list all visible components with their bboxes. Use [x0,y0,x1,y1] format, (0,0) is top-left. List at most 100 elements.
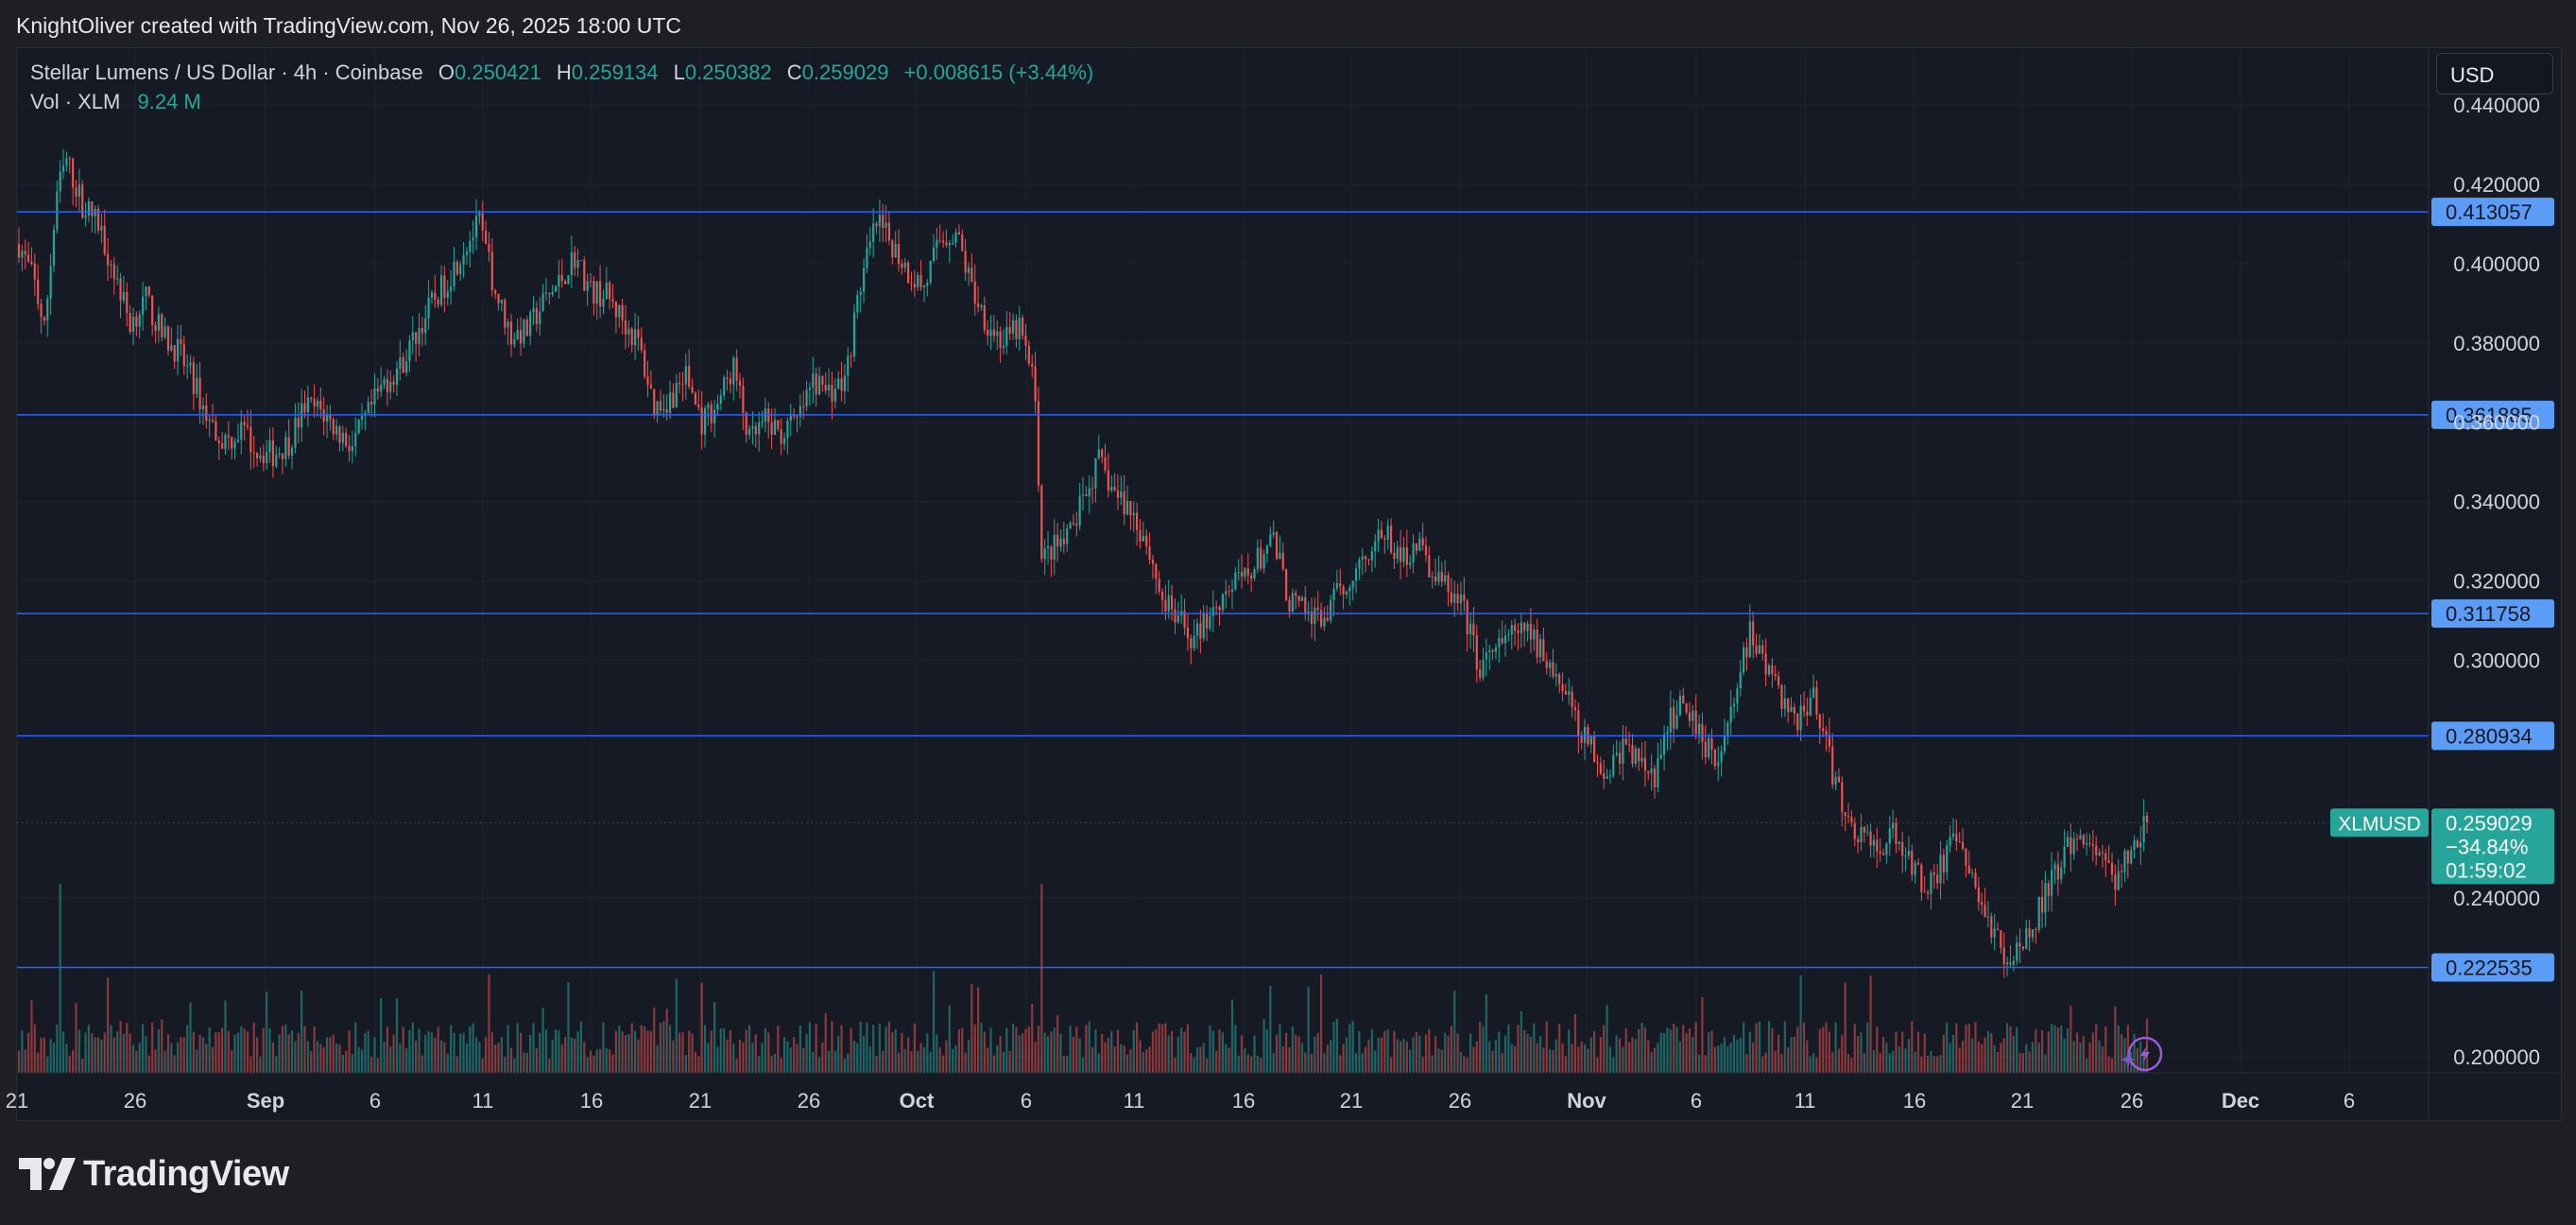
volume-bar [1866,1022,1869,1073]
volume-bar [1335,1018,1338,1073]
volume-bar [1701,997,1704,1073]
candle-body [1225,591,1228,595]
candle-body [1923,891,1926,893]
volume-bar [1230,999,1234,1073]
volume-bar [1986,1030,1990,1073]
volume-bar [1459,1052,1463,1073]
candle-body [592,281,595,304]
candle-body [1279,552,1281,560]
volume-bar [52,1043,56,1073]
candle-body [1951,833,1955,837]
candle-body [268,440,271,453]
candle-body [1996,928,2000,931]
candle-body [1701,723,1704,742]
candle-body [649,385,652,389]
price-tick-label-2: 0.400000 [2453,252,2540,276]
volume-bar [799,1025,801,1073]
candle-body [402,357,404,373]
volume-bar [1027,1027,1030,1073]
candle-body [544,292,548,294]
volume-bar [231,1050,233,1073]
volume-bar [929,1051,932,1073]
candle-body [1825,731,1828,735]
volume-bar [872,1025,875,1073]
volume-bar [599,1048,602,1073]
candle-body [833,388,836,402]
candle-body [404,361,408,373]
candle-body [1682,695,1685,704]
candle-body [609,283,611,300]
volume-bar [1069,1026,1072,1073]
volume-bar [1269,986,1272,1073]
volume-bar [1008,1051,1011,1073]
candle-body [1479,669,1482,678]
lightning-icon[interactable] [2127,1036,2163,1072]
currency-label: USD [2450,63,2495,87]
candle-body [504,300,507,328]
volume-bar [59,884,61,1073]
candle-body [1675,715,1678,729]
candle-body [351,446,354,452]
volume-bar [1907,1039,1911,1073]
currency-selector[interactable]: USD [2436,53,2553,95]
candle-body [1926,892,1930,894]
candle-body [786,421,789,439]
candle-body [509,321,513,345]
volume-bar [1822,1027,1825,1073]
candle-body [84,216,87,218]
volume-bar [1005,1027,1008,1073]
candle-body [1167,595,1170,612]
candle-body [335,425,338,435]
candle-body [1767,664,1771,675]
volume-bar [1132,1029,1135,1073]
volume-bar [659,1023,662,1073]
candle-body [1377,529,1380,542]
volume-bar [1634,1039,1637,1073]
volume-bar [2095,1024,2098,1073]
price-tick-label-9: 0.200000 [2453,1045,2540,1069]
candle-body [1209,616,1211,629]
open-value: 0.250421 [454,60,541,84]
candle-body [1510,625,1513,635]
tradingview-logo[interactable]: TradingView [19,1154,289,1194]
volume-bar [952,1048,954,1073]
candle-body [567,275,570,285]
volume-bar [75,1003,77,1073]
candle-body [1265,545,1269,555]
candle-body [278,453,281,456]
candle-body [2035,929,2037,931]
candle-body [1561,684,1564,692]
volume-bar [1085,1025,1088,1073]
volume-bar [1450,1026,1452,1073]
volume-bar [145,1035,147,1073]
volume-bar [1246,1054,1249,1073]
symbol-badge-bg [2330,808,2429,837]
candle-body [1631,745,1634,764]
candle-body [1898,841,1900,844]
volume-bar [653,1007,656,1073]
volume-bar [240,1026,243,1073]
candle-body [1777,676,1780,686]
volume-bar [1116,1029,1120,1073]
volume-bar [535,1047,538,1073]
candle-body [624,320,627,335]
candle-body [1869,831,1872,846]
candle-body [266,452,268,463]
volume-bar [180,1037,182,1073]
volume-bar [945,1040,948,1073]
volume-bar [973,1024,976,1073]
volume-bar [980,1023,983,1073]
volume-bar [719,1028,722,1073]
chart-frame[interactable] [16,47,2562,1121]
candle-body [1536,630,1538,658]
candle-body [103,226,106,254]
candle-body [434,292,437,300]
volume-bar [2018,1053,2021,1073]
volume-bar [1888,1053,1891,1073]
volume-bar [621,1031,624,1073]
volume-bar [268,1027,271,1073]
volume-bar [1529,1036,1533,1073]
candle-body [37,279,40,304]
candle-body [2028,927,2031,938]
